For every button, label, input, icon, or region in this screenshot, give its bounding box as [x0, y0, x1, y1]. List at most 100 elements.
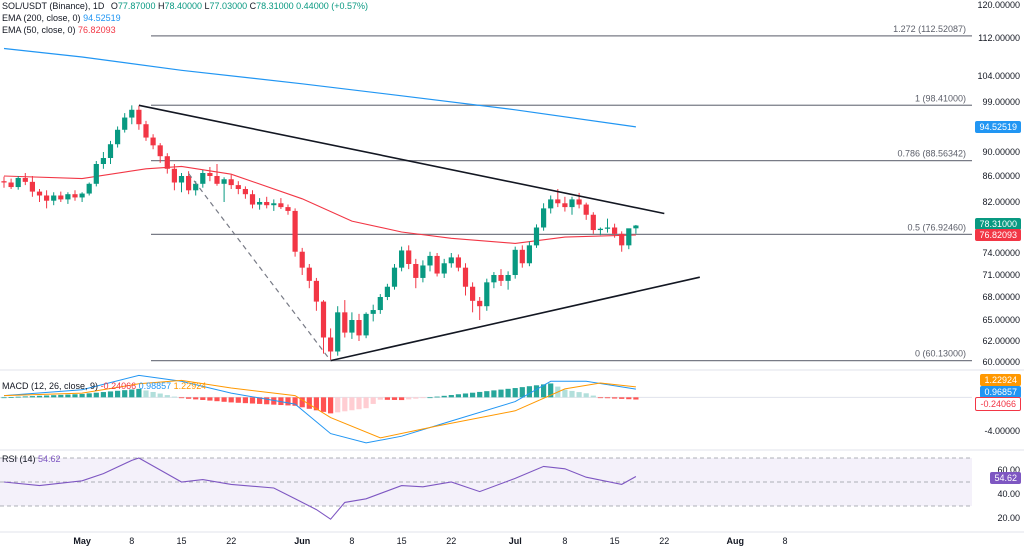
macd-hist-tag: -0.24066 [975, 397, 1021, 411]
macd-signal-tag: 1.22924 [980, 374, 1021, 386]
candle-body [555, 199, 561, 204]
ema200-value: 94.52519 [83, 13, 121, 23]
candle-body [44, 195, 50, 201]
price-tick-label: 71.00000 [982, 270, 1020, 280]
rsi-value: 54.62 [38, 454, 61, 464]
candle-body [328, 337, 334, 352]
candle-body [143, 124, 149, 138]
high-label: H [157, 1, 165, 11]
macd-histogram-bar [186, 397, 192, 399]
candle-body [427, 255, 433, 266]
candle-body [313, 280, 319, 302]
candle-body [249, 194, 256, 205]
candle-body [590, 214, 596, 231]
macd-signal-line [3, 379, 636, 439]
rsi-label: RSI (14) [2, 454, 36, 464]
macd-histogram-bar [533, 385, 540, 398]
candle-body [462, 267, 469, 287]
candle-body [257, 202, 263, 205]
macd-histogram-bar [228, 397, 234, 403]
candle-body [399, 250, 405, 268]
candle-body [235, 185, 241, 189]
symbol-name: SOL/USDT (Binance), 1D [2, 1, 105, 11]
candle-body [512, 249, 518, 275]
macd-tick-label: -4.00000 [984, 426, 1020, 436]
ema200-label: EMA (200, close, 0) [2, 13, 81, 23]
macd-histogram-bar [122, 390, 128, 398]
macd-histogram-bar [214, 397, 220, 402]
candle-body [377, 297, 383, 311]
low-label: L [204, 1, 210, 11]
high-value: 78.40000 [164, 1, 203, 11]
candle-body [178, 176, 185, 183]
macd-histogram-bar [36, 395, 43, 398]
candle-body [455, 257, 461, 268]
macd-histogram-bar [328, 397, 334, 414]
macd-histogram-bar [413, 397, 419, 399]
candle-body [342, 312, 348, 333]
macd-signal-value: 1.22924 [173, 381, 207, 391]
macd-histogram-bar [576, 392, 582, 398]
macd-histogram-bar [58, 394, 64, 398]
price-tick-label: 60.00000 [982, 357, 1020, 367]
macd-histogram-bar [306, 397, 312, 409]
price-tick-label: 99.00000 [982, 97, 1020, 107]
candle-body [356, 320, 362, 336]
candle-body [363, 313, 369, 336]
candle-body [441, 263, 447, 274]
macd-legend[interactable]: MACD (12, 26, close, 9) -0.24066 0.98857… [2, 381, 206, 391]
candle-body [29, 181, 35, 192]
macd-histogram-bar [65, 394, 71, 398]
fib-level-label: 0.786 (88.56342) [897, 149, 966, 159]
time-tick-label: 22 [226, 536, 236, 546]
macd-histogram-bar [519, 387, 525, 398]
ema50-price-tag: 76.82093 [975, 229, 1021, 241]
candle-body [320, 301, 327, 338]
candle-body [150, 137, 156, 146]
time-tick-label: May [73, 536, 91, 546]
candle-body [349, 320, 355, 333]
macd-histogram-bar [242, 397, 248, 404]
fib-level-label: 0 (60.13000) [915, 349, 966, 359]
macd-histogram-bar [313, 397, 319, 411]
macd-histogram-bar [292, 397, 298, 406]
candle-body [477, 300, 483, 307]
rsi-legend[interactable]: RSI (14) 54.62 [2, 454, 61, 464]
ema50-value: 76.82093 [78, 25, 116, 35]
macd-histogram-bar [441, 395, 447, 398]
trendline-lower [330, 276, 700, 362]
macd-histogram-bar [72, 394, 78, 398]
candle-body [122, 117, 128, 130]
candle-body [384, 286, 390, 297]
macd-histogram-bar [22, 396, 28, 398]
candle-body [597, 228, 603, 231]
candle-body [406, 250, 412, 264]
open-value: 77.87000 [117, 1, 156, 11]
macd-histogram-bar [590, 395, 596, 398]
macd-histogram-bar [100, 392, 106, 398]
time-tick-label: Aug [727, 536, 745, 546]
macd-histogram-bar [384, 397, 390, 400]
macd-histogram-bar [462, 393, 469, 398]
ema200-legend[interactable]: EMA (200, close, 0) 94.52519 [2, 13, 121, 24]
macd-histogram-bar [512, 388, 518, 398]
close-label: C [249, 1, 257, 11]
macd-histogram-bar [548, 383, 554, 398]
macd-histogram-bar [455, 394, 461, 398]
ema200-price-tag: 94.52519 [975, 121, 1021, 133]
macd-histogram-bar [448, 395, 454, 398]
symbol-legend: SOL/USDT (Binance), 1D O77.87000 H78.400… [2, 1, 368, 12]
candle-body [533, 227, 540, 246]
macd-histogram-bar [15, 396, 21, 398]
rsi-tick-label: 40.00 [997, 489, 1020, 499]
candle-body [79, 193, 85, 198]
candle-body [292, 210, 298, 252]
ema50-legend[interactable]: EMA (50, close, 0) 76.82093 [2, 25, 116, 36]
macd-histogram-bar [157, 393, 163, 398]
candle-body [200, 173, 206, 184]
candle-body [8, 182, 14, 188]
candle-body [271, 203, 277, 206]
trendline-upper [138, 104, 665, 215]
macd-histogram-bar [285, 397, 291, 406]
macd-histogram-bar [221, 397, 227, 402]
